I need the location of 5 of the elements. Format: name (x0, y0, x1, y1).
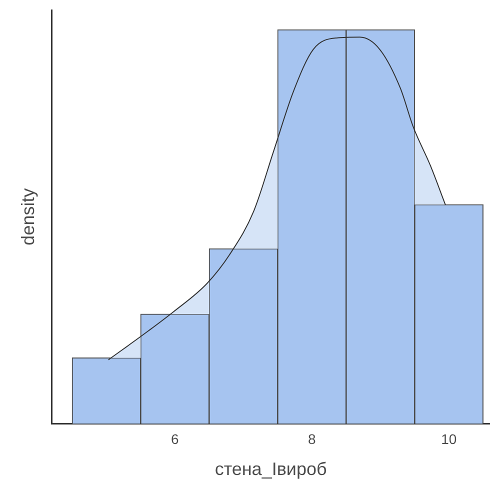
y-axis-title: density (18, 188, 38, 246)
x-tick-label: 10 (441, 430, 457, 447)
x-tick-label: 8 (308, 430, 316, 447)
x-axis-title: стена_Iвироб (214, 459, 327, 480)
x-tick-label: 6 (171, 430, 179, 447)
